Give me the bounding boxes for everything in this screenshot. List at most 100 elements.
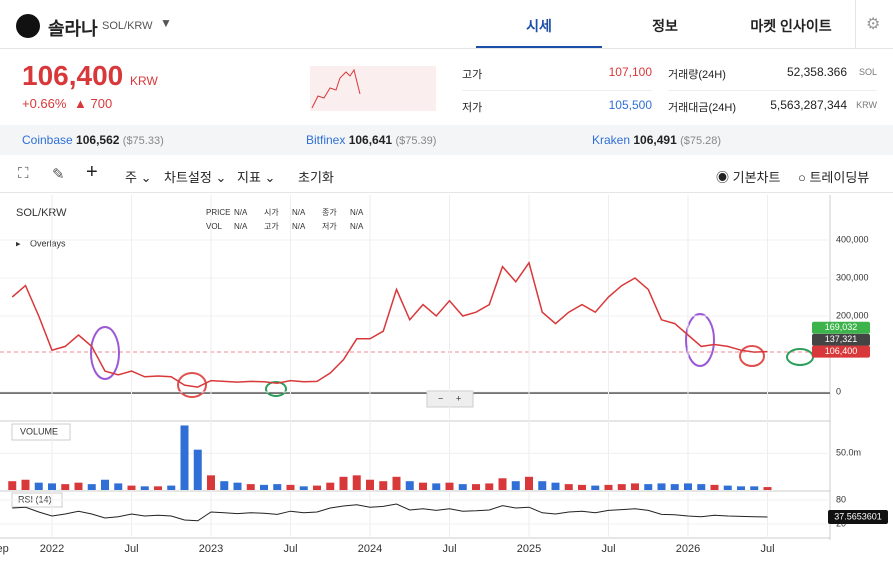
y-tick-label: 400,000 xyxy=(836,234,869,244)
info-value: N/A xyxy=(292,208,306,217)
volume-bar xyxy=(34,482,43,490)
overlays-toggle[interactable]: ▸ xyxy=(16,238,21,248)
x-tick-label: Jul xyxy=(124,543,138,555)
volume-bar xyxy=(631,483,639,490)
info-label: 시가 xyxy=(264,208,279,217)
price-tag xyxy=(812,345,870,358)
stat-unit: KRW xyxy=(856,100,877,110)
chart: − + SOL/KRW ▸ Overlays VOLUME RSI (14) Se… xyxy=(0,195,888,555)
rsi-line xyxy=(12,503,768,522)
draw[interactable]: ✎ xyxy=(52,166,65,183)
volume-bar xyxy=(498,478,507,490)
volume-bar xyxy=(511,481,520,490)
info-label: 저가 xyxy=(322,222,337,231)
volume-bar xyxy=(220,481,229,490)
volume-bar xyxy=(326,482,335,490)
volume-bar xyxy=(392,476,401,490)
volume-bar xyxy=(617,484,626,490)
menu-label: 지표 xyxy=(237,170,261,185)
volume-bar xyxy=(485,483,494,490)
tab[interactable]: 시세 xyxy=(476,0,602,48)
volume-bar xyxy=(74,482,83,490)
volume-bar xyxy=(101,479,109,490)
volume-bar xyxy=(445,482,454,490)
menu-item[interactable]: 주 ⌄ xyxy=(125,170,152,185)
volume-bar xyxy=(538,481,547,490)
exchange-usd: ($75.39) xyxy=(395,135,437,147)
tab[interactable]: 마켓 인사이트 xyxy=(750,18,832,34)
stat-row: 저가 105,500 xyxy=(462,97,652,117)
volume-bar xyxy=(233,482,242,490)
volume-bar xyxy=(352,475,361,490)
header: 솔라나 SOL/KRW ▼ 시세 정보 마켓 인사이트 ⚙ xyxy=(0,0,893,49)
menu-item[interactable]: 지표 ⌄ xyxy=(237,170,276,185)
exchange-name: Coinbase xyxy=(22,133,73,147)
exchange-usd: ($75.28) xyxy=(680,135,722,147)
overlays[interactable]: Overlays xyxy=(30,238,66,248)
zoom-out[interactable]: − xyxy=(438,393,443,403)
x-tick-label: 2026 xyxy=(676,543,700,555)
y-tick-label: 0 xyxy=(836,386,841,396)
zoom-in[interactable]: + xyxy=(456,393,461,403)
crosshair[interactable]: + xyxy=(86,161,98,183)
radio[interactable]: ◉ 기본차트 xyxy=(716,170,781,185)
menu-item[interactable]: 차트설정 ⌄ xyxy=(164,170,227,185)
volume-label: VOLUME xyxy=(20,426,58,436)
stat-value: 5,563,287,344 xyxy=(770,98,847,112)
stat-unit: SOL xyxy=(858,67,877,77)
volume-bar xyxy=(8,481,17,490)
settings[interactable]: ⚙ xyxy=(866,16,881,33)
volume-bar xyxy=(273,484,282,490)
change: ▲ 700 xyxy=(74,96,113,111)
exchange-bar: Coinbase 106,562 ($75.33) Bitfinex 106,6… xyxy=(0,125,893,155)
info-value: N/A xyxy=(350,208,364,217)
pair: SOL/KRW xyxy=(102,20,153,32)
stat-row: 거래대금(24H) 5,563,287,344 KRW xyxy=(668,97,877,117)
change-pct: +0.66% xyxy=(22,96,67,111)
info-label: VOL xyxy=(206,222,223,231)
y-tick-label: 80 xyxy=(836,494,846,504)
stat-value: 52,358.366 xyxy=(786,65,847,79)
volume-bar xyxy=(710,484,719,490)
volume-bar xyxy=(697,484,706,490)
volume-bar xyxy=(525,476,533,490)
stat-row: 거래량(24H) 52,358.366 SOL xyxy=(668,64,877,91)
info-label: 고가 xyxy=(264,222,279,231)
stat-row: 고가 107,100 xyxy=(462,64,652,91)
volume-bar xyxy=(379,481,388,490)
x-tick-label: 2023 xyxy=(199,543,223,555)
volume-bar xyxy=(154,486,162,490)
exchange-usd: ($75.33) xyxy=(122,135,164,147)
volume-bar xyxy=(604,484,613,490)
volume-bar xyxy=(299,486,308,490)
tab[interactable]: 정보 xyxy=(652,18,678,34)
info-value: N/A xyxy=(292,222,306,231)
reset[interactable]: 초기화 xyxy=(298,170,334,185)
fullscreen[interactable]: ⛶ xyxy=(18,165,29,182)
price-line xyxy=(11,261,768,388)
volume-bar xyxy=(87,484,96,490)
coin-name: 솔라나 xyxy=(48,19,98,39)
sparkline xyxy=(310,66,436,111)
volume-bar xyxy=(286,484,295,490)
volume-bar xyxy=(313,485,321,490)
dropdown[interactable]: ▼ xyxy=(160,16,172,30)
price-tag xyxy=(812,321,870,334)
exchange-price: 106,641 xyxy=(348,133,393,147)
menu-label: 차트설정 xyxy=(164,170,212,185)
radio[interactable]: ○ 트레이딩뷰 xyxy=(798,170,870,185)
volume-bar xyxy=(458,484,467,490)
exchange-price: 106,562 xyxy=(76,133,120,147)
volume-bar xyxy=(419,482,427,490)
info-value: N/A xyxy=(350,222,364,231)
rsi-label: RSI (14) xyxy=(18,494,52,504)
volume-bar xyxy=(737,486,745,490)
volume-bar xyxy=(591,485,600,490)
radio-label: 기본차트 xyxy=(732,170,781,185)
volume-bar xyxy=(723,485,732,490)
volume-bar xyxy=(551,482,560,490)
y-tick-label: 200,000 xyxy=(836,310,869,320)
x-tick-label: 2025 xyxy=(517,543,541,555)
volume-bar xyxy=(193,449,202,490)
info-label: PRICE xyxy=(206,208,230,217)
